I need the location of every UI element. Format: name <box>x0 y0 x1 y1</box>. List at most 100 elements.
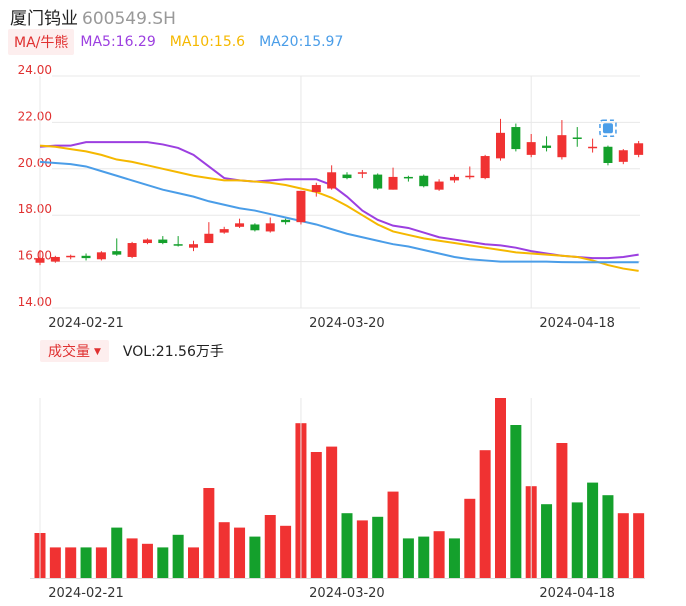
ma20-label: MA20:15.97 <box>259 34 344 50</box>
candle-body <box>634 143 644 155</box>
candle-body <box>296 190 306 223</box>
volume-value-label: VOL:21.56万手 <box>122 344 224 360</box>
candle-body <box>388 176 398 190</box>
candle-body <box>557 135 567 158</box>
candle-body <box>189 244 198 248</box>
volume-bar <box>126 538 138 578</box>
candle-body <box>173 244 183 246</box>
candle-body <box>403 176 413 179</box>
y-axis-tick-label: 22.00 <box>18 109 52 123</box>
volume-bar <box>372 516 384 578</box>
candle-body <box>542 145 552 148</box>
volume-bar <box>141 543 153 578</box>
candle-body <box>342 174 352 179</box>
candle-body <box>219 229 229 233</box>
volume-bar <box>280 525 292 578</box>
candle-body <box>158 239 168 244</box>
ma5-line <box>39 141 639 260</box>
volume-bar <box>111 527 123 578</box>
candle-body <box>235 223 245 227</box>
volume-legend: 成交量 ▼ VOL:21.56万手 <box>40 340 224 362</box>
volume-bar <box>510 425 522 578</box>
ma10-label: MA10:15.6 <box>169 34 246 50</box>
volume-bar <box>172 534 184 578</box>
volume-bar <box>188 547 199 578</box>
volume-bar <box>95 547 107 578</box>
volume-indicator-label: 成交量 <box>48 344 90 360</box>
candle-body <box>112 251 122 255</box>
candle-body <box>434 181 444 190</box>
volume-bar <box>218 522 230 578</box>
candle-body <box>449 176 459 181</box>
volume-bar <box>65 547 77 578</box>
volume-bar <box>402 538 414 578</box>
candle-body <box>127 243 137 257</box>
candle-body <box>526 142 536 155</box>
candle-body <box>142 239 152 244</box>
candle-body <box>419 175 429 187</box>
candle-body <box>35 258 45 263</box>
candle-body <box>603 146 613 163</box>
stock-name: 厦门钨业 <box>10 9 78 29</box>
candle-body <box>265 223 275 232</box>
x-axis-tick-label: 2024-03-20 <box>309 316 385 331</box>
candle-body <box>66 255 76 258</box>
ma-legend: MA/牛熊 MA5:16.29 MA10:15.6 MA20:15.97 <box>8 29 357 55</box>
candle-body <box>357 172 367 174</box>
candle-body <box>465 175 475 178</box>
volume-bar <box>541 504 553 578</box>
signal-marker-icon[interactable] <box>602 123 613 134</box>
volume-bar <box>418 536 430 578</box>
y-axis-tick-label: 18.00 <box>18 202 52 216</box>
candle-body <box>373 174 383 189</box>
volume-bar <box>49 547 61 578</box>
y-axis-tick-label: 14.00 <box>18 295 52 309</box>
x-axis-tick-label: 2024-04-18 <box>539 316 615 331</box>
volume-x-axis-tick-label: 2024-04-18 <box>539 586 615 601</box>
candle-body <box>50 256 60 262</box>
ma20-line <box>39 160 639 264</box>
x-axis-tick-label: 2024-02-21 <box>48 316 124 331</box>
candle-body <box>81 255 91 259</box>
y-axis-tick-label: 16.00 <box>18 249 52 263</box>
stock-code: 600549.SH <box>82 9 176 29</box>
candle-body <box>204 233 214 244</box>
stock-title: 厦门钨业 600549.SH <box>10 4 176 29</box>
candle-body <box>327 172 337 189</box>
ma10-line <box>39 144 639 272</box>
candle-body <box>618 150 628 162</box>
volume-bar <box>264 515 276 578</box>
volume-bar <box>356 520 368 578</box>
volume-bar <box>433 531 445 578</box>
volume-indicator-dropdown[interactable]: 成交量 ▼ <box>40 340 109 362</box>
y-axis-tick-label: 24.00 <box>18 63 52 77</box>
volume-bar <box>495 398 506 578</box>
volume-bar <box>203 488 215 578</box>
volume-bar <box>249 536 261 578</box>
volume-bar <box>387 491 399 578</box>
volume-bar <box>602 495 614 578</box>
volume-bar <box>479 450 491 578</box>
volume-bar <box>341 513 353 578</box>
volume-bar <box>556 443 568 578</box>
candle-body <box>311 185 321 192</box>
ma-indicator-toggle[interactable]: MA/牛熊 <box>8 29 75 55</box>
volume-x-axis-tick-label: 2024-03-20 <box>309 586 385 601</box>
y-axis-tick-label: 20.00 <box>18 156 52 170</box>
volume-bar <box>587 482 599 578</box>
ma5-label: MA5:16.29 <box>80 34 156 50</box>
caret-down-icon: ▼ <box>94 347 101 357</box>
volume-bar <box>571 502 583 578</box>
volume-bar <box>464 498 476 578</box>
volume-x-axis-tick-label: 2024-02-21 <box>48 586 124 601</box>
volume-bar <box>310 452 322 578</box>
volume-bar <box>157 547 169 578</box>
candle-body <box>588 146 598 149</box>
volume-bar <box>448 538 460 578</box>
volume-bar <box>234 527 246 578</box>
candle-body <box>281 219 291 223</box>
candle-body <box>511 127 521 150</box>
candle-body <box>572 137 582 139</box>
volume-bar <box>80 547 92 578</box>
